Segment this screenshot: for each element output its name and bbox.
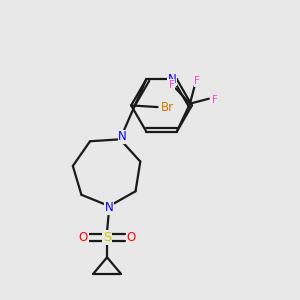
Text: N: N	[105, 201, 114, 214]
Text: F: F	[212, 95, 218, 105]
Text: F: F	[169, 80, 175, 89]
Text: F: F	[194, 76, 200, 86]
Text: Br: Br	[161, 100, 174, 114]
Text: N: N	[168, 73, 177, 85]
Text: N: N	[118, 130, 127, 143]
Text: O: O	[79, 231, 88, 244]
Text: S: S	[103, 231, 111, 244]
Text: O: O	[126, 231, 136, 244]
